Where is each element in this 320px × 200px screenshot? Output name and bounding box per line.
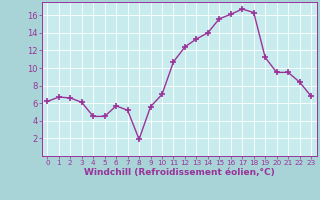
X-axis label: Windchill (Refroidissement éolien,°C): Windchill (Refroidissement éolien,°C): [84, 168, 275, 177]
